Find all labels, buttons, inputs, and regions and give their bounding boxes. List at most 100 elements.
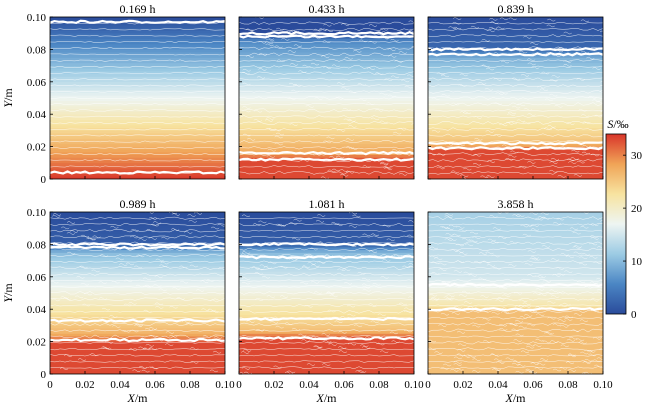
- contour-speckle: [266, 155, 275, 158]
- contour-speckle: [524, 224, 533, 227]
- contour-line: [428, 347, 603, 351]
- contour-speckle: [596, 357, 603, 360]
- contour-speckle: [563, 31, 572, 35]
- field-band: [428, 295, 603, 299]
- contour-speckle: [597, 246, 603, 249]
- contour-speckle: [348, 225, 358, 228]
- contour-speckle: [257, 40, 267, 44]
- contour-speckle: [526, 345, 535, 349]
- contour-speckle: [321, 333, 330, 336]
- field-band: [239, 346, 414, 350]
- field-band: [50, 62, 225, 66]
- contour-speckle: [453, 270, 463, 273]
- contour-speckle: [448, 238, 457, 241]
- contour-speckle: [368, 40, 377, 44]
- field-band: [50, 263, 225, 267]
- contour-speckle: [347, 119, 356, 122]
- field-band: [428, 38, 603, 42]
- field-band: [50, 46, 225, 50]
- field-band: [428, 244, 603, 248]
- contour-line: [428, 41, 603, 43]
- field-band: [428, 349, 603, 353]
- field-band: [50, 135, 225, 139]
- contour-line: [428, 298, 603, 301]
- contour-speckle: [474, 137, 483, 141]
- contour-line: [239, 298, 414, 301]
- field-band: [50, 244, 225, 248]
- field-band: [239, 300, 414, 305]
- panel-3: 0.839 h: [427, 2, 604, 180]
- interface-line: [428, 141, 603, 146]
- panel-frame: [427, 16, 604, 180]
- contour-speckle: [323, 140, 332, 144]
- panel-frame: [427, 211, 604, 375]
- contour-line: [50, 65, 225, 68]
- contour-speckle: [547, 125, 556, 128]
- contour-speckle: [551, 75, 560, 78]
- field-band: [239, 238, 414, 242]
- contour-speckle: [80, 282, 90, 286]
- contour-line: [50, 40, 225, 43]
- field-band: [239, 281, 414, 286]
- contour-speckle: [344, 57, 353, 60]
- x-tick-label: 0.10: [593, 379, 613, 391]
- contour-speckle: [567, 354, 577, 358]
- contour-speckle: [326, 292, 335, 295]
- contour-speckle: [592, 337, 602, 340]
- contour-speckle: [534, 367, 543, 370]
- contour-speckle: [543, 332, 553, 335]
- colorbar-tick-label: 0: [631, 309, 637, 321]
- contour-speckle: [346, 304, 356, 308]
- contour-line: [50, 84, 225, 87]
- field-band: [50, 159, 225, 164]
- contour-speckle: [408, 30, 414, 33]
- contour-speckle: [345, 170, 355, 174]
- contour-speckle: [408, 263, 414, 266]
- contour-speckle: [91, 269, 100, 273]
- contour-speckle: [516, 119, 525, 123]
- contour-line: [50, 97, 225, 99]
- contour-speckle: [463, 271, 472, 275]
- contour-speckle: [493, 78, 502, 81]
- y-axis-label: Y/m: [1, 283, 15, 303]
- contour-speckle: [527, 113, 536, 116]
- field-band: [50, 300, 225, 305]
- field-band: [50, 173, 225, 177]
- contour-speckle: [391, 340, 400, 343]
- contour-speckle: [130, 329, 139, 333]
- contour-line: [239, 21, 414, 25]
- y-tick-label: 0.06: [27, 77, 47, 89]
- contour-speckle: [578, 108, 587, 112]
- contour-speckle: [358, 98, 367, 101]
- contour-speckle: [576, 78, 585, 81]
- field-band: [428, 84, 603, 88]
- contour-line: [239, 354, 414, 357]
- contour-speckle: [546, 24, 555, 28]
- field-band: [239, 19, 414, 23]
- field-band: [428, 24, 603, 29]
- contour-speckle: [302, 64, 311, 68]
- field-band: [239, 352, 414, 356]
- contour-speckle: [132, 369, 141, 372]
- contour-speckle: [269, 321, 279, 324]
- contour-line: [239, 229, 414, 232]
- field-band: [239, 130, 414, 134]
- contour-line: [50, 165, 225, 168]
- contour-speckle: [398, 302, 408, 306]
- field-band: [428, 157, 603, 161]
- contour-speckle: [456, 226, 465, 229]
- contour-speckle: [161, 236, 170, 240]
- field-band: [50, 140, 225, 145]
- contour-speckle: [567, 369, 577, 372]
- contour-speckle: [398, 173, 408, 176]
- contour-speckle: [326, 136, 335, 140]
- contour-line: [50, 109, 225, 112]
- contour-speckle: [172, 287, 181, 290]
- contour-speckle: [438, 268, 447, 271]
- contour-line: [428, 235, 603, 238]
- contour-speckle: [451, 312, 460, 315]
- field-band: [428, 105, 603, 110]
- field-band: [428, 17, 603, 20]
- interface-line: [428, 52, 603, 57]
- field-band: [428, 325, 603, 329]
